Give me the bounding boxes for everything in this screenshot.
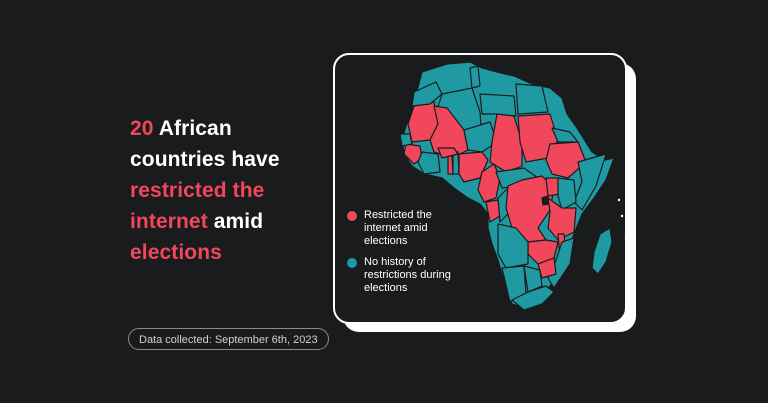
legend-dot-none xyxy=(347,258,357,268)
headline-highlight2: elections xyxy=(130,241,222,264)
headline-part2: amid xyxy=(207,210,264,233)
data-collected-badge: Data collected: September 6th, 2023 xyxy=(128,328,329,350)
country-burundi xyxy=(541,195,549,206)
map-legend: Restricted the internet amid elections N… xyxy=(347,209,459,303)
country-togo xyxy=(447,155,454,175)
africa-map xyxy=(399,61,625,311)
madagascar xyxy=(591,227,613,275)
country-libya xyxy=(479,93,517,117)
country-egypt xyxy=(515,83,549,115)
island-speck xyxy=(435,161,437,163)
country-angola xyxy=(497,223,529,269)
island-speck xyxy=(620,214,624,218)
legend-label-none: No history of restrictions during electi… xyxy=(364,256,451,294)
country-kenya xyxy=(557,177,577,211)
legend-label-restricted: Restricted the internet amid elections xyxy=(364,209,432,247)
country-burkina xyxy=(437,147,459,159)
legend-item-none: No history of restrictions during electi… xyxy=(347,256,459,295)
headline: 20 African countries have restricted the… xyxy=(130,113,330,268)
country-cameroon xyxy=(477,163,501,203)
country-niger xyxy=(463,121,498,153)
map-card: Restricted the internet amid elections N… xyxy=(333,53,627,324)
country-eritrea xyxy=(551,127,579,143)
legend-item-restricted: Restricted the internet amid elections xyxy=(347,209,459,248)
country-somalia xyxy=(573,153,607,211)
island-speck xyxy=(617,198,621,202)
legend-dot-restricted xyxy=(347,211,357,221)
country-tanzania xyxy=(547,197,577,241)
country-drc xyxy=(505,175,555,243)
country-south-africa xyxy=(511,285,555,311)
country-mozambique xyxy=(547,237,575,289)
headline-part1: African countries have xyxy=(130,117,280,171)
country-senegal xyxy=(399,133,413,147)
country-ivory-coast xyxy=(417,151,441,175)
headline-count: 20 xyxy=(130,117,154,140)
headline-highlight1: restricted the internet xyxy=(130,179,265,233)
country-tunisia xyxy=(469,65,481,89)
country-botswana xyxy=(523,265,543,293)
country-morocco xyxy=(411,81,443,107)
country-nigeria xyxy=(458,151,489,183)
